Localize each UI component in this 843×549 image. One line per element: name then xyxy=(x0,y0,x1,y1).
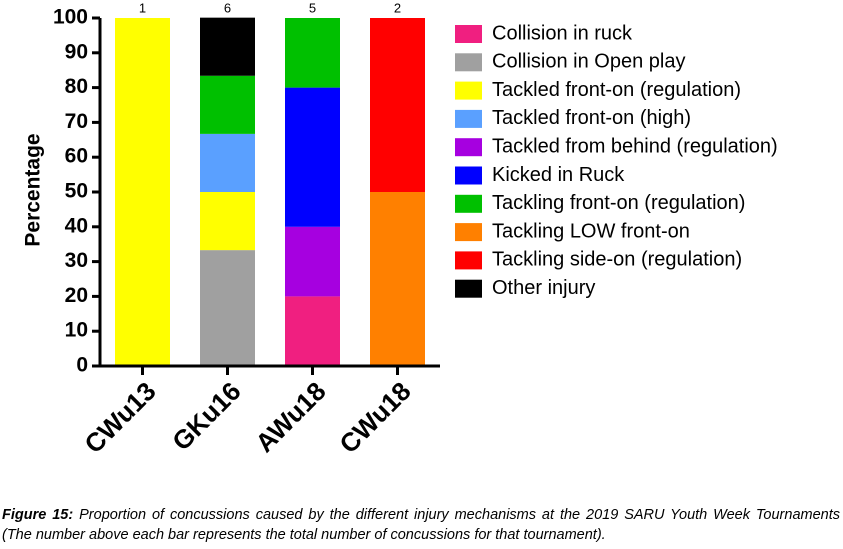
y-tick-label: 60 xyxy=(65,145,88,168)
chart: Percentage 0 10 20 30 40 50 60 70 80 90 100 1 CWu13 6… xyxy=(22,0,778,459)
legend-label: Tackling front-on (regulation) xyxy=(492,192,745,214)
legend-label: Collision in Open play xyxy=(492,51,685,73)
bar-segment xyxy=(200,75,255,134)
x-tick-label: GKu16 xyxy=(166,376,246,456)
x-tick-label: CWu13 xyxy=(78,376,161,459)
bar-total: 1 xyxy=(139,0,146,15)
legend-swatch xyxy=(455,25,482,43)
bar-segment xyxy=(370,192,425,366)
y-tick-label: 20 xyxy=(65,284,88,307)
bar-total: 2 xyxy=(394,0,401,15)
y-tick-label: 100 xyxy=(53,6,88,29)
bar-segment xyxy=(200,192,255,251)
legend-swatch xyxy=(455,138,482,157)
legend-swatch xyxy=(455,81,482,100)
x-tick-label: AWu18 xyxy=(249,376,331,458)
bar-total: 6 xyxy=(224,0,231,15)
legend-swatch xyxy=(455,53,482,72)
bar-segment xyxy=(285,87,340,227)
bar-segment xyxy=(200,250,255,366)
y-tick-label: 30 xyxy=(65,249,88,272)
legend-label: Tackled from behind (regulation) xyxy=(492,135,778,157)
y-axis-label: Percentage xyxy=(22,133,45,246)
bar-segment xyxy=(200,133,255,192)
legend-label: Kicked in Ruck xyxy=(492,164,625,186)
caption: Figure 15: Proportion of concussions cau… xyxy=(2,505,840,545)
legend-label: Other injury xyxy=(492,277,595,299)
legend-label: Tackling side-on (regulation) xyxy=(492,249,742,271)
legend-swatch xyxy=(455,223,482,242)
x-tick-label: CWu18 xyxy=(333,376,416,459)
legend-label: Collision in ruck xyxy=(492,22,633,44)
y-tick-label: 90 xyxy=(65,40,88,63)
bar-segment xyxy=(370,18,425,192)
y-tick-label: 0 xyxy=(76,354,88,377)
bar-segment xyxy=(115,18,170,366)
bar-segment xyxy=(285,296,340,366)
legend-label: Tackled front-on (regulation) xyxy=(492,79,741,101)
bar-segment xyxy=(200,17,255,76)
legend-swatch xyxy=(455,279,482,298)
caption-text: Proportion of concussions caused by the … xyxy=(2,507,841,543)
legend-label: Tackling LOW front-on xyxy=(492,220,690,242)
y-tick-label: 50 xyxy=(65,180,88,203)
bar-segment xyxy=(285,226,340,297)
legend-swatch xyxy=(455,166,482,185)
y-tick-label: 10 xyxy=(65,319,88,342)
bar-total: 5 xyxy=(309,0,316,15)
y-tick-label: 80 xyxy=(65,75,88,98)
legend-swatch xyxy=(455,194,482,213)
bar-segment xyxy=(285,18,340,88)
y-tick-label: 70 xyxy=(65,110,88,133)
legend-swatch xyxy=(455,251,482,270)
legend-label: Tackled front-on (high) xyxy=(492,107,691,129)
legend-swatch xyxy=(455,109,482,128)
y-tick-label: 40 xyxy=(65,214,88,237)
caption-label: Figure 15: xyxy=(2,507,74,523)
